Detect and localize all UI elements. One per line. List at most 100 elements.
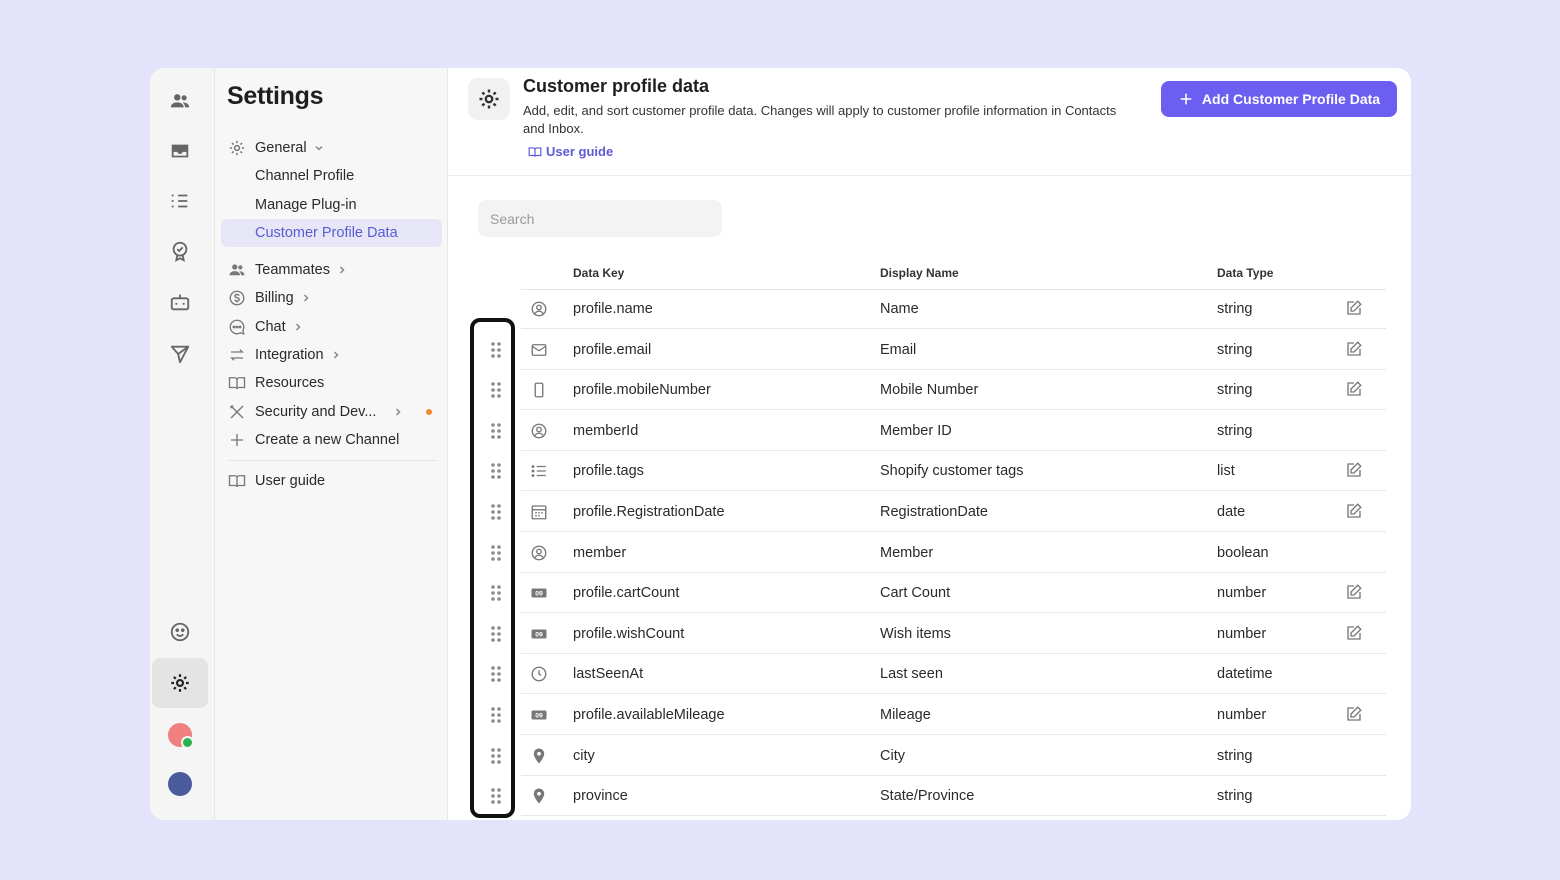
support-icon[interactable]: [152, 607, 208, 657]
edit-icon[interactable]: [1345, 461, 1363, 479]
sidebar-item-label: User guide: [255, 473, 326, 489]
drag-handle-icon[interactable]: [486, 664, 506, 684]
sidebar-item-resources[interactable]: Resources: [221, 369, 442, 397]
sidebar-item-label: Manage Plug-in: [255, 197, 357, 213]
bot-icon[interactable]: [152, 277, 208, 327]
chat-icon: [227, 317, 247, 337]
plus-icon: [227, 430, 247, 450]
drag-handle-icon[interactable]: [486, 746, 506, 766]
table-row[interactable]: province State/Province string: [448, 776, 1411, 817]
drag-handle-icon[interactable]: [486, 583, 506, 603]
drag-handle-icon[interactable]: [486, 421, 506, 441]
data-type-cell: string: [1217, 382, 1253, 399]
people-icon[interactable]: [152, 76, 208, 126]
svg-text:09: 09: [535, 631, 543, 638]
sidebar-item-customer-profile-data[interactable]: Customer Profile Data: [221, 219, 442, 247]
user-circle-icon: [530, 422, 548, 440]
gear-icon: [227, 138, 247, 158]
swap-icon: [227, 345, 247, 365]
table-row[interactable]: profile.tags Shopify customer tags list: [448, 451, 1411, 492]
data-key-cell: profile.tags: [573, 463, 644, 480]
online-status-dot: [181, 736, 194, 749]
chevron-right-icon: [336, 264, 348, 276]
data-type-cell: list: [1217, 463, 1235, 480]
drag-handle-icon[interactable]: [486, 786, 506, 806]
edit-icon[interactable]: [1345, 624, 1363, 642]
row-divider: [521, 328, 1386, 329]
user-avatar[interactable]: [168, 723, 194, 749]
sidebar-item-chat[interactable]: Chat: [221, 313, 442, 341]
sidebar-item-teammates[interactable]: Teammates: [221, 256, 442, 284]
table-row[interactable]: lastSeenAt Last seen datetime: [448, 654, 1411, 695]
drag-handle-icon[interactable]: [486, 380, 506, 400]
add-customer-profile-data-button[interactable]: Add Customer Profile Data: [1161, 81, 1397, 117]
table-row[interactable]: 09 profile.availableMileage Mileage number: [448, 695, 1411, 735]
book-icon: [528, 146, 542, 157]
channel-avatar[interactable]: [168, 772, 192, 796]
table-row[interactable]: memberId Member ID string: [448, 411, 1411, 451]
edit-icon[interactable]: [1345, 340, 1363, 358]
table-row[interactable]: member Member boolean: [448, 533, 1411, 573]
number-icon: 09: [530, 584, 548, 602]
chevron-right-icon: [292, 321, 304, 333]
sidebar-item-label: Create a new Channel: [255, 432, 400, 448]
sidebar-item-general[interactable]: General: [221, 134, 442, 162]
data-type-cell: datetime: [1217, 666, 1273, 683]
phone-icon: [530, 381, 548, 399]
table-row[interactable]: city City string: [448, 736, 1411, 776]
table-header-divider: [521, 289, 1386, 290]
sidebar-divider: [229, 460, 437, 461]
drag-handle-icon[interactable]: [486, 461, 506, 481]
edit-icon[interactable]: [1345, 380, 1363, 398]
display-name-cell: Cart Count: [880, 585, 951, 602]
data-type-cell: string: [1217, 341, 1253, 358]
table-row[interactable]: 09 profile.cartCount Cart Count number: [448, 573, 1411, 614]
drag-handle-icon[interactable]: [486, 340, 506, 360]
table-row[interactable]: profile.name Name string: [448, 289, 1411, 329]
drag-handle-icon[interactable]: [486, 624, 506, 644]
section-description: Add, edit, and sort customer profile dat…: [523, 103, 1117, 136]
display-name-cell: Member ID: [880, 422, 952, 439]
sidebar-item-integration[interactable]: Integration: [221, 341, 442, 369]
data-type-cell: number: [1217, 625, 1267, 642]
drag-handle-icon[interactable]: [486, 543, 506, 563]
table-row[interactable]: profile.mobileNumber Mobile Number string: [448, 370, 1411, 411]
drag-handle-icon[interactable]: [486, 705, 506, 725]
chevron-down-icon: [313, 142, 325, 154]
edit-icon[interactable]: [1345, 502, 1363, 520]
book-icon: [227, 373, 247, 393]
badge-icon[interactable]: [152, 226, 208, 276]
row-divider: [521, 774, 1386, 776]
search-input[interactable]: [478, 200, 722, 237]
table-row[interactable]: 09 profile.wishCount Wish items number: [448, 614, 1411, 654]
row-divider: [521, 612, 1386, 614]
page-title: Settings: [227, 82, 324, 110]
gear-icon[interactable]: [152, 658, 208, 708]
tools-icon: [227, 402, 247, 422]
inbox-icon[interactable]: [152, 126, 208, 176]
list-icon[interactable]: [152, 176, 208, 226]
edit-icon[interactable]: [1345, 705, 1363, 723]
edit-icon[interactable]: [1345, 299, 1363, 317]
row-divider: [521, 693, 1386, 695]
edit-icon[interactable]: [1345, 583, 1363, 601]
data-key-cell: profile.availableMileage: [573, 707, 725, 723]
table-row[interactable]: profile.RegistrationDate RegistrationDate…: [448, 492, 1411, 532]
send-icon[interactable]: [152, 329, 208, 379]
user-guide-link[interactable]: User guide: [528, 144, 613, 159]
list-icon: [530, 462, 548, 480]
sidebar-item-channel-profile[interactable]: Channel Profile: [221, 162, 442, 190]
sidebar-item-manage-plugin[interactable]: Manage Plug-in: [221, 191, 442, 219]
sidebar-item-security[interactable]: Security and Dev...: [221, 398, 442, 426]
sidebar-item-user-guide[interactable]: User guide: [221, 467, 442, 495]
data-key-cell: lastSeenAt: [573, 666, 644, 683]
column-header-data-key: Data Key: [573, 266, 625, 280]
data-key-cell: city: [573, 747, 595, 764]
sidebar-item-label: Customer Profile Data: [255, 225, 398, 241]
display-name-cell: Mobile Number: [880, 382, 979, 399]
plus-icon: [1180, 93, 1192, 105]
table-row[interactable]: profile.email Email string: [448, 330, 1411, 370]
drag-handle-icon[interactable]: [486, 502, 506, 522]
sidebar-item-create-channel[interactable]: Create a new Channel: [221, 426, 442, 454]
sidebar-item-billing[interactable]: Billing: [221, 284, 442, 312]
